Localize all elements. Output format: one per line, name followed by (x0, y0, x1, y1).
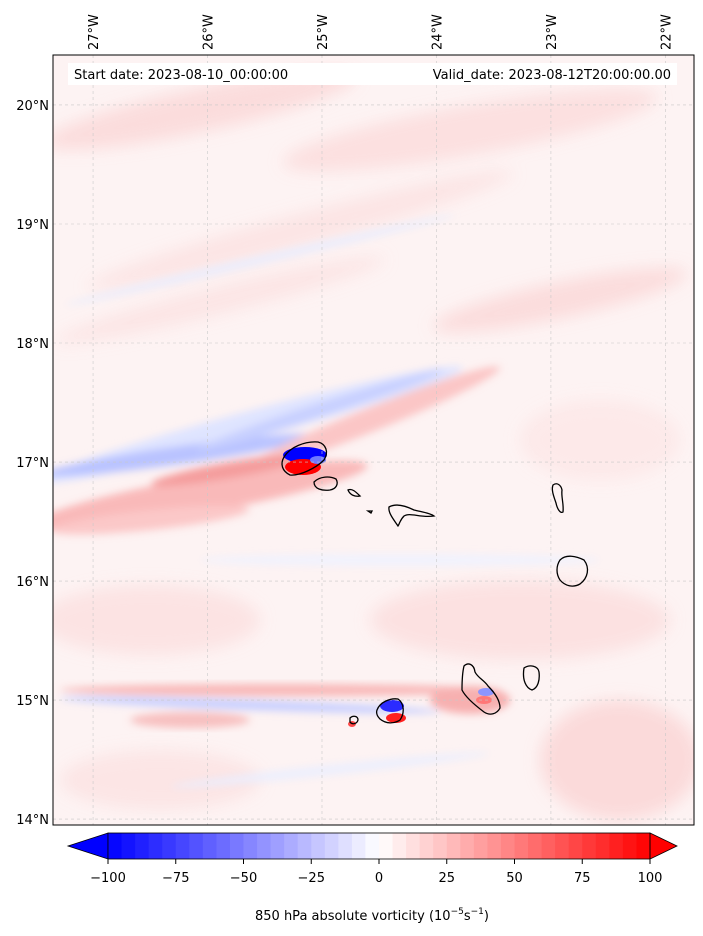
island-ilheu (365, 510, 374, 514)
colorbar-tick-label: −100 (90, 871, 126, 886)
lon-tick-label: 26°W (202, 14, 217, 50)
map-frame (52, 54, 695, 826)
colorbar-tick-label: −25 (298, 871, 325, 886)
colorbar-ticks: −100 −75 −50 −25 0 25 50 75 100 (90, 859, 662, 886)
lat-tick-label: 17°N (16, 456, 49, 471)
lon-tick-label: 24°W (430, 14, 445, 50)
lon-tick-label: 23°W (545, 14, 560, 50)
colorbar-tick-label: 100 (638, 871, 663, 886)
colorbar: −100 −75 −50 −25 0 25 50 75 100 850 hPa absolute… (66, 832, 678, 924)
lat-tick-label: 19°N (16, 218, 49, 233)
island-sal (551, 483, 564, 514)
longitude-tick-labels: 27°W 26°W 25°W 24°W 23°W 22°W (87, 14, 674, 50)
colorbar-tick-label: 50 (506, 871, 523, 886)
date-info-box: Start date: 2023-08-10_00:00:00 Valid_da… (68, 63, 677, 85)
island-sao-vicente (313, 476, 338, 491)
lat-tick-label: 15°N (16, 694, 49, 709)
vorticity-field (53, 55, 694, 825)
island-sao-nicolau (388, 504, 436, 528)
colorbar-tick-label: −50 (230, 871, 257, 886)
colorbar-tick-label: 0 (375, 871, 383, 886)
lat-tick-label: 20°N (16, 99, 49, 114)
lon-tick-label: 22°W (659, 14, 674, 50)
start-date-text: Start date: 2023-08-10_00:00:00 (74, 68, 288, 83)
island-boa-vista (556, 555, 589, 587)
island-santo-antao (281, 441, 328, 476)
island-fogo (375, 698, 404, 724)
colorbar-extend-min (66, 832, 109, 860)
lon-tick-label: 27°W (87, 14, 102, 50)
lat-tick-label: 16°N (16, 575, 49, 590)
island-brava (349, 715, 359, 725)
lat-tick-label: 18°N (16, 337, 49, 352)
lon-tick-label: 25°W (316, 14, 331, 50)
latitude-tick-labels: 20°N 19°N 18°N 17°N 16°N 15°N 14°N (16, 99, 49, 828)
colorbar-tick-label: 75 (574, 871, 591, 886)
colorbar-tick-label: 25 (438, 871, 455, 886)
lat-tick-label: 14°N (16, 813, 49, 828)
island-santa-luzia (347, 488, 362, 497)
valid-date-text: Valid_date: 2023-08-12T20:00:00.00 (433, 68, 671, 83)
island-outlines (281, 441, 589, 725)
colorbar-tick-label: −75 (162, 871, 189, 886)
island-santiago (461, 663, 501, 715)
colorbar-extend-max (649, 832, 678, 860)
island-maio (522, 665, 540, 691)
colorbar-label: 850 hPa absolute vorticity (10−5s−1) (255, 907, 489, 924)
